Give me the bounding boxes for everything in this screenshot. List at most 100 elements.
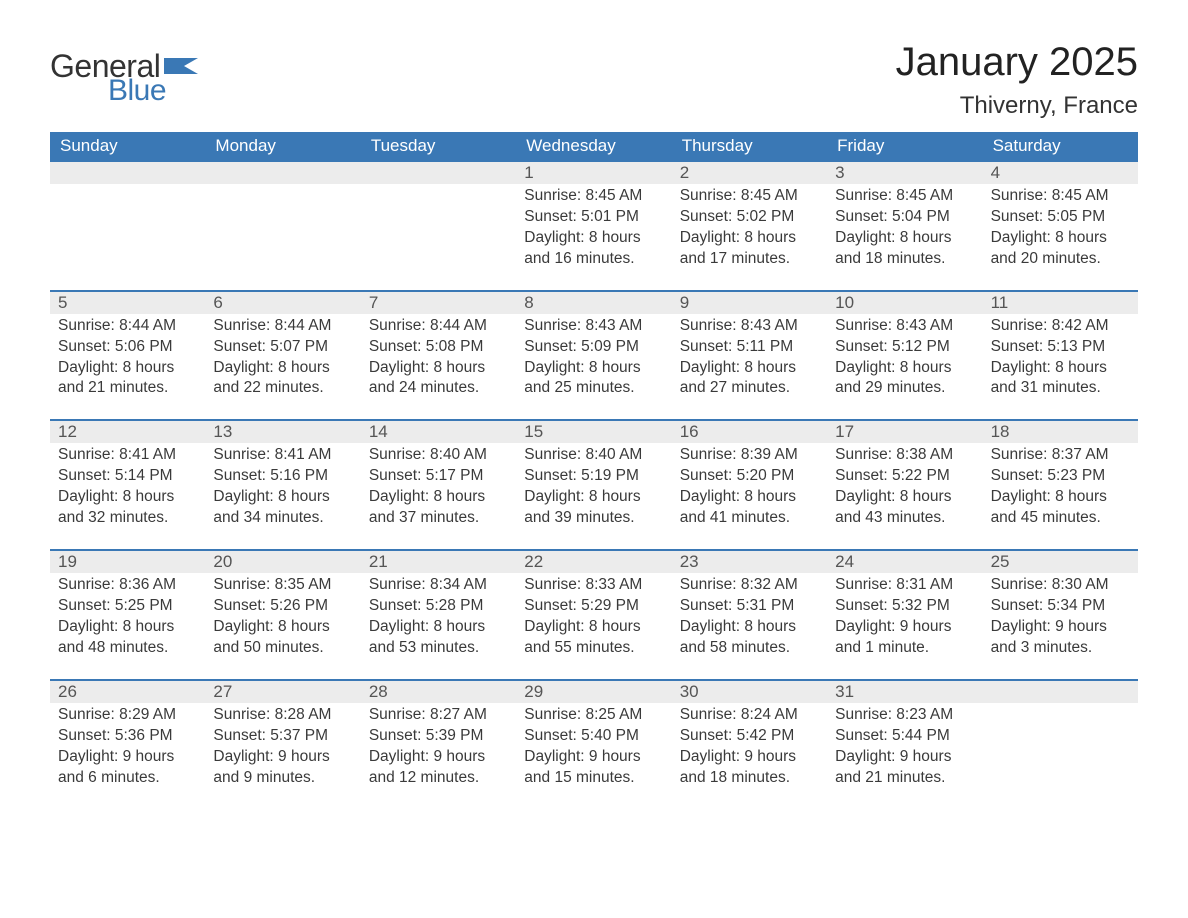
calendar-cell: 28Sunrise: 8:27 AMSunset: 5:39 PMDayligh… (361, 679, 516, 809)
calendar-cell: 3Sunrise: 8:45 AMSunset: 5:04 PMDaylight… (827, 160, 982, 290)
day-details: Sunrise: 8:43 AMSunset: 5:11 PMDaylight:… (672, 314, 827, 400)
day-number: 21 (361, 551, 516, 573)
sunrise-line: Sunrise: 8:41 AM (58, 445, 197, 466)
sunset-line: Sunset: 5:32 PM (835, 596, 974, 617)
day-number: 17 (827, 421, 982, 443)
day-details: Sunrise: 8:45 AMSunset: 5:04 PMDaylight:… (827, 184, 982, 270)
sunset-line: Sunset: 5:01 PM (524, 207, 663, 228)
day-number: 29 (516, 681, 671, 703)
sunrise-line: Sunrise: 8:39 AM (680, 445, 819, 466)
title-block: January 2025 Thiverny, France (896, 40, 1138, 120)
day-details: Sunrise: 8:23 AMSunset: 5:44 PMDaylight:… (827, 703, 982, 789)
daylight-line: Daylight: 9 hours and 1 minute. (835, 617, 974, 659)
day-number: 10 (827, 292, 982, 314)
header: General Blue January 2025 Thiverny, Fran… (50, 40, 1138, 120)
sunrise-line: Sunrise: 8:43 AM (835, 316, 974, 337)
sunrise-line: Sunrise: 8:43 AM (524, 316, 663, 337)
sunrise-line: Sunrise: 8:45 AM (835, 186, 974, 207)
calendar-cell: 11Sunrise: 8:42 AMSunset: 5:13 PMDayligh… (983, 290, 1138, 420)
day-number (50, 162, 205, 184)
day-number: 20 (205, 551, 360, 573)
daylight-line: Daylight: 8 hours and 58 minutes. (680, 617, 819, 659)
sunset-line: Sunset: 5:16 PM (213, 466, 352, 487)
daylight-line: Daylight: 8 hours and 37 minutes. (369, 487, 508, 529)
location-label: Thiverny, France (896, 92, 1138, 120)
calendar-cell: 10Sunrise: 8:43 AMSunset: 5:12 PMDayligh… (827, 290, 982, 420)
day-number: 25 (983, 551, 1138, 573)
daylight-line: Daylight: 8 hours and 50 minutes. (213, 617, 352, 659)
sunset-line: Sunset: 5:34 PM (991, 596, 1130, 617)
day-details: Sunrise: 8:44 AMSunset: 5:07 PMDaylight:… (205, 314, 360, 400)
sunset-line: Sunset: 5:25 PM (58, 596, 197, 617)
sunset-line: Sunset: 5:02 PM (680, 207, 819, 228)
day-details: Sunrise: 8:35 AMSunset: 5:26 PMDaylight:… (205, 573, 360, 659)
calendar-cell: 17Sunrise: 8:38 AMSunset: 5:22 PMDayligh… (827, 419, 982, 549)
day-number: 13 (205, 421, 360, 443)
sunrise-line: Sunrise: 8:44 AM (58, 316, 197, 337)
calendar-cell: 4Sunrise: 8:45 AMSunset: 5:05 PMDaylight… (983, 160, 1138, 290)
sunset-line: Sunset: 5:36 PM (58, 726, 197, 747)
sunrise-line: Sunrise: 8:27 AM (369, 705, 508, 726)
daylight-line: Daylight: 8 hours and 55 minutes. (524, 617, 663, 659)
calendar-cell: 2Sunrise: 8:45 AMSunset: 5:02 PMDaylight… (672, 160, 827, 290)
calendar-cell: 20Sunrise: 8:35 AMSunset: 5:26 PMDayligh… (205, 549, 360, 679)
daylight-line: Daylight: 8 hours and 22 minutes. (213, 358, 352, 400)
sunset-line: Sunset: 5:28 PM (369, 596, 508, 617)
sunset-line: Sunset: 5:04 PM (835, 207, 974, 228)
day-number: 12 (50, 421, 205, 443)
daylight-line: Daylight: 8 hours and 48 minutes. (58, 617, 197, 659)
calendar-cell: 22Sunrise: 8:33 AMSunset: 5:29 PMDayligh… (516, 549, 671, 679)
daylight-line: Daylight: 8 hours and 20 minutes. (991, 228, 1130, 270)
daylight-line: Daylight: 8 hours and 45 minutes. (991, 487, 1130, 529)
sunset-line: Sunset: 5:29 PM (524, 596, 663, 617)
sunrise-line: Sunrise: 8:44 AM (369, 316, 508, 337)
sunrise-line: Sunrise: 8:37 AM (991, 445, 1130, 466)
day-details: Sunrise: 8:34 AMSunset: 5:28 PMDaylight:… (361, 573, 516, 659)
day-details: Sunrise: 8:39 AMSunset: 5:20 PMDaylight:… (672, 443, 827, 529)
day-number (361, 162, 516, 184)
calendar-cell: 27Sunrise: 8:28 AMSunset: 5:37 PMDayligh… (205, 679, 360, 809)
daylight-line: Daylight: 8 hours and 16 minutes. (524, 228, 663, 270)
day-number (983, 681, 1138, 703)
sunset-line: Sunset: 5:20 PM (680, 466, 819, 487)
daylight-line: Daylight: 8 hours and 53 minutes. (369, 617, 508, 659)
sunset-line: Sunset: 5:05 PM (991, 207, 1130, 228)
flag-icon (164, 54, 198, 78)
sunrise-line: Sunrise: 8:24 AM (680, 705, 819, 726)
day-details: Sunrise: 8:31 AMSunset: 5:32 PMDaylight:… (827, 573, 982, 659)
sunset-line: Sunset: 5:44 PM (835, 726, 974, 747)
sunrise-line: Sunrise: 8:32 AM (680, 575, 819, 596)
day-number: 22 (516, 551, 671, 573)
sunrise-line: Sunrise: 8:44 AM (213, 316, 352, 337)
day-number: 31 (827, 681, 982, 703)
sunset-line: Sunset: 5:19 PM (524, 466, 663, 487)
day-number: 4 (983, 162, 1138, 184)
day-number: 24 (827, 551, 982, 573)
day-number: 8 (516, 292, 671, 314)
sunrise-line: Sunrise: 8:35 AM (213, 575, 352, 596)
daylight-line: Daylight: 8 hours and 41 minutes. (680, 487, 819, 529)
daylight-line: Daylight: 8 hours and 29 minutes. (835, 358, 974, 400)
sunrise-line: Sunrise: 8:29 AM (58, 705, 197, 726)
calendar-cell-empty (205, 160, 360, 290)
month-title: January 2025 (896, 40, 1138, 84)
daylight-line: Daylight: 8 hours and 25 minutes. (524, 358, 663, 400)
day-details: Sunrise: 8:40 AMSunset: 5:19 PMDaylight:… (516, 443, 671, 529)
day-number: 16 (672, 421, 827, 443)
daylight-line: Daylight: 9 hours and 15 minutes. (524, 747, 663, 789)
weekday-header: Monday (205, 132, 360, 160)
weekday-header: Friday (827, 132, 982, 160)
calendar-cell: 14Sunrise: 8:40 AMSunset: 5:17 PMDayligh… (361, 419, 516, 549)
day-details: Sunrise: 8:41 AMSunset: 5:16 PMDaylight:… (205, 443, 360, 529)
sunset-line: Sunset: 5:14 PM (58, 466, 197, 487)
sunrise-line: Sunrise: 8:38 AM (835, 445, 974, 466)
sunrise-line: Sunrise: 8:28 AM (213, 705, 352, 726)
sunset-line: Sunset: 5:17 PM (369, 466, 508, 487)
day-details: Sunrise: 8:42 AMSunset: 5:13 PMDaylight:… (983, 314, 1138, 400)
sunset-line: Sunset: 5:06 PM (58, 337, 197, 358)
day-number: 2 (672, 162, 827, 184)
day-details: Sunrise: 8:27 AMSunset: 5:39 PMDaylight:… (361, 703, 516, 789)
sunset-line: Sunset: 5:07 PM (213, 337, 352, 358)
brand-word-2: Blue (108, 76, 198, 106)
calendar-cell: 9Sunrise: 8:43 AMSunset: 5:11 PMDaylight… (672, 290, 827, 420)
